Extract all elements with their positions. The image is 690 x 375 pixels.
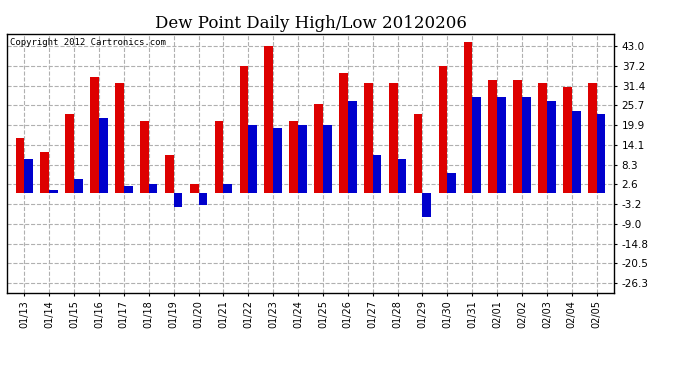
Bar	[497, 97, 506, 193]
Bar	[199, 193, 207, 205]
Bar	[224, 184, 232, 193]
Bar	[522, 97, 531, 193]
Bar	[149, 184, 157, 193]
Bar	[74, 179, 83, 193]
Bar	[16, 138, 24, 193]
Bar	[165, 155, 174, 193]
Bar	[348, 100, 357, 193]
Bar	[447, 172, 456, 193]
Bar	[239, 66, 248, 193]
Title: Dew Point Daily High/Low 20120206: Dew Point Daily High/Low 20120206	[155, 15, 466, 32]
Bar	[464, 42, 472, 193]
Bar	[489, 80, 497, 193]
Bar	[314, 104, 323, 193]
Bar	[24, 159, 33, 193]
Bar	[49, 190, 58, 193]
Bar	[414, 114, 422, 193]
Bar	[364, 84, 373, 193]
Bar	[597, 114, 605, 193]
Bar	[472, 97, 481, 193]
Bar	[273, 128, 282, 193]
Bar	[389, 84, 397, 193]
Bar	[124, 186, 132, 193]
Bar	[289, 121, 298, 193]
Bar	[140, 121, 149, 193]
Bar	[90, 76, 99, 193]
Bar	[264, 46, 273, 193]
Bar	[588, 84, 597, 193]
Bar	[547, 100, 555, 193]
Bar	[397, 159, 406, 193]
Bar	[339, 73, 348, 193]
Bar	[99, 118, 108, 193]
Bar	[572, 111, 580, 193]
Bar	[190, 184, 199, 193]
Text: Copyright 2012 Cartronics.com: Copyright 2012 Cartronics.com	[10, 38, 166, 46]
Bar	[563, 87, 572, 193]
Bar	[513, 80, 522, 193]
Bar	[323, 124, 332, 193]
Bar	[174, 193, 182, 207]
Bar	[115, 84, 124, 193]
Bar	[41, 152, 49, 193]
Bar	[422, 193, 431, 217]
Bar	[248, 124, 257, 193]
Bar	[439, 66, 447, 193]
Bar	[298, 124, 307, 193]
Bar	[215, 121, 224, 193]
Bar	[66, 114, 74, 193]
Bar	[538, 84, 547, 193]
Bar	[373, 155, 382, 193]
